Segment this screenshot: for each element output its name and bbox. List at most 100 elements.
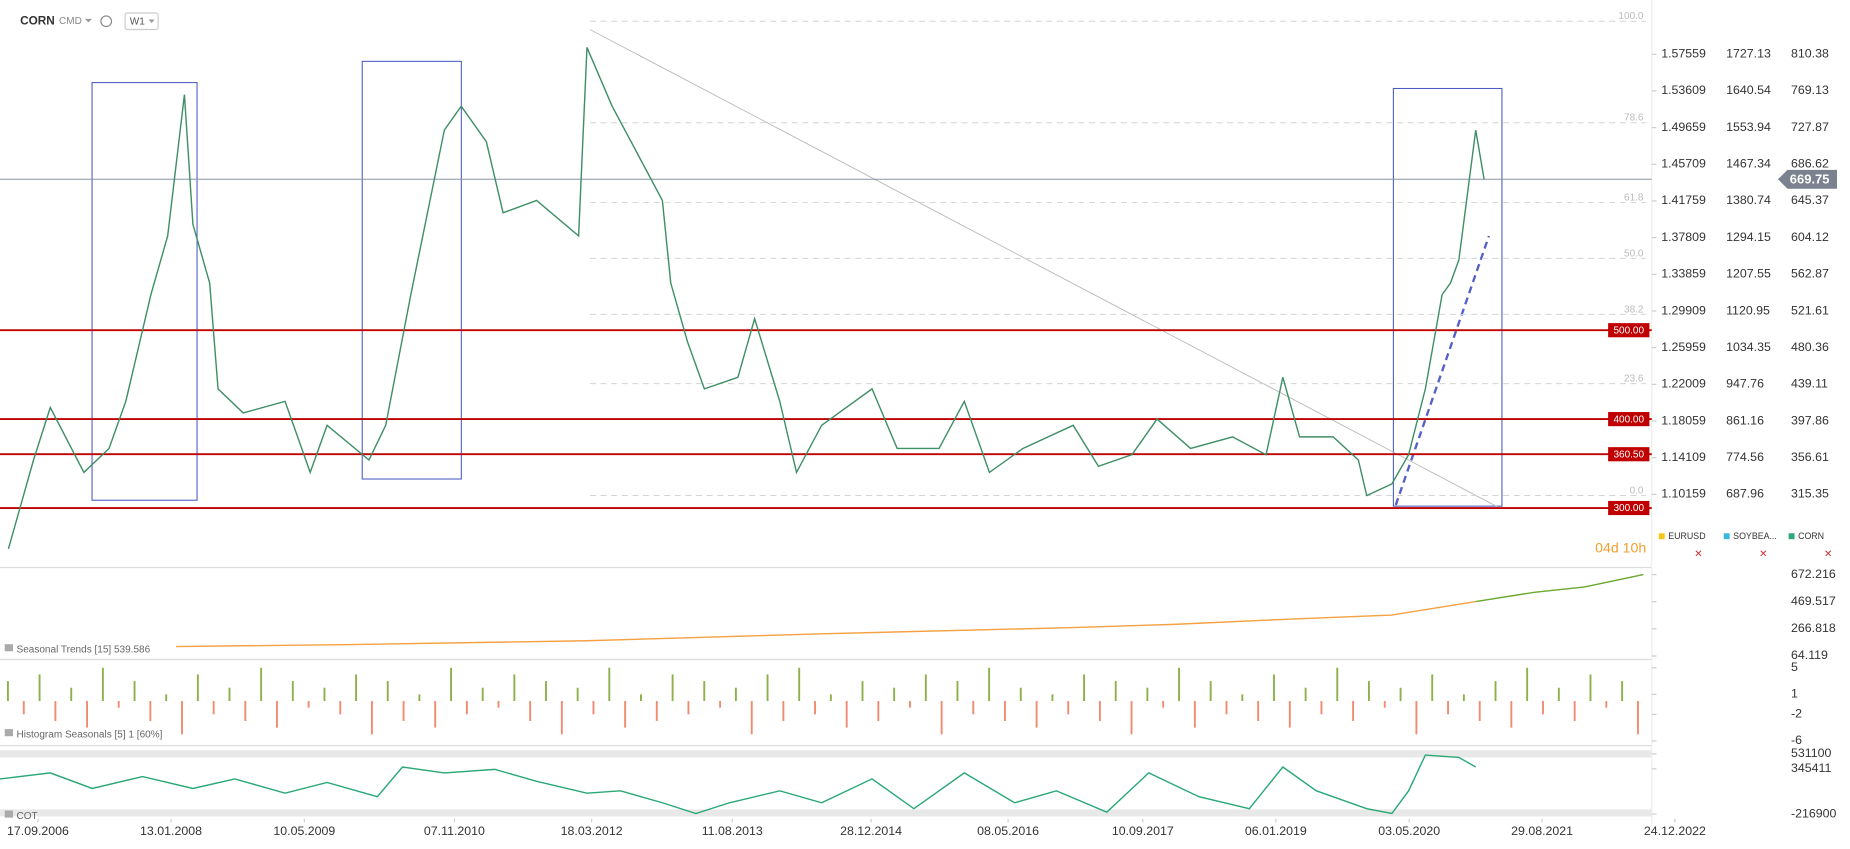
x-tick-label: 28.12.2014 — [840, 824, 902, 838]
histogram-bar — [86, 701, 89, 728]
histogram-bar — [22, 701, 25, 715]
price-tick-label: 480.36 — [1791, 340, 1829, 354]
dropdown-arrow[interactable] — [148, 19, 155, 24]
soybean-tick-label: 1727.13 — [1726, 47, 1771, 61]
histogram-bar — [671, 674, 674, 702]
histogram-tick-label: 5 — [1791, 660, 1798, 674]
trend-line-dashed — [1394, 235, 1491, 506]
histogram-bar — [1241, 694, 1244, 702]
seasonal-tick-label: 266.818 — [1791, 621, 1836, 635]
soybean-tick-label: 1207.55 — [1726, 267, 1771, 281]
seasonal-label: Seasonal Trends [15] 539.586 — [17, 645, 151, 656]
histogram-bar — [70, 687, 73, 702]
eurusd-tick-label: 1.22009 — [1661, 377, 1706, 391]
eurusd-tick-label: 1.49659 — [1661, 120, 1706, 134]
histogram-bar — [418, 694, 421, 702]
soybean-tick-label: 1120.95 — [1726, 303, 1770, 317]
histogram-tick-label: 1 — [1791, 687, 1798, 701]
soybean-tick-label: 1034.35 — [1726, 340, 1771, 354]
histogram-bar — [877, 701, 880, 721]
legend-item[interactable]: EURUSD — [1668, 531, 1705, 541]
histogram-bar — [1178, 667, 1180, 702]
histogram-bar — [719, 701, 722, 708]
histogram-bar — [861, 681, 864, 702]
level-label: 360.50 — [1613, 449, 1644, 460]
histogram-bar — [1114, 681, 1117, 702]
histogram-bar — [1273, 674, 1275, 702]
legend-item[interactable]: CORN — [1798, 531, 1824, 541]
histogram-bar — [956, 681, 959, 702]
seasonal-tick-label: 672.216 — [1791, 567, 1836, 581]
histogram-bar — [814, 701, 816, 715]
fib-label: 78.6 — [1624, 113, 1644, 124]
histogram-bar — [1557, 687, 1560, 702]
histogram-bar — [276, 701, 278, 728]
seasonal-line — [1475, 573, 1644, 603]
histogram-bar — [1462, 694, 1465, 702]
histogram-bar — [655, 701, 658, 721]
histogram-bar — [829, 694, 832, 702]
eurusd-tick-label: 1.53609 — [1661, 83, 1706, 97]
histogram-bar — [782, 701, 785, 721]
histogram-bar — [1098, 701, 1101, 721]
legend-remove[interactable]: ✕ — [1759, 549, 1767, 560]
histogram-bar — [703, 681, 706, 702]
histogram-bar — [592, 701, 595, 715]
histogram-bar — [54, 701, 57, 721]
panel-icon[interactable] — [4, 810, 13, 818]
histogram-bar — [513, 674, 516, 702]
price-tick-label: 645.37 — [1791, 193, 1829, 207]
histogram-bar — [624, 701, 627, 728]
x-tick-label: 10.05.2009 — [273, 824, 335, 838]
interval[interactable]: W1 — [130, 16, 145, 27]
soybean-tick-label: 861.16 — [1726, 413, 1764, 427]
legend-remove[interactable]: ✕ — [1694, 549, 1702, 560]
histogram-bar — [1367, 681, 1370, 702]
market[interactable]: CMD — [59, 16, 82, 27]
box — [91, 82, 198, 501]
histogram-bar — [893, 687, 896, 702]
histogram-bar — [1257, 701, 1260, 721]
info-icon[interactable] — [100, 15, 113, 28]
histogram-bar — [1637, 701, 1639, 735]
histogram-bar — [734, 687, 737, 702]
histogram-bar — [766, 674, 769, 702]
legend: EURUSD✕SOYBEA...✕CORN✕ — [1658, 531, 1832, 560]
eurusd-tick-label: 1.29909 — [1661, 303, 1706, 317]
price-tick-label: 397.86 — [1791, 413, 1829, 427]
histogram-bar — [1494, 681, 1497, 702]
symbol[interactable]: CORN — [20, 14, 55, 27]
histogram-bar — [640, 694, 642, 702]
x-tick-label: 29.08.2021 — [1511, 824, 1573, 838]
legend-remove[interactable]: ✕ — [1824, 549, 1832, 560]
eurusd-tick-label: 1.25959 — [1661, 340, 1706, 354]
legend-item[interactable]: SOYBEA... — [1733, 531, 1777, 541]
x-tick-label: 18.03.2012 — [561, 824, 623, 838]
soybean-tick-label: 1294.15 — [1726, 230, 1771, 244]
seasonal-tick-label: 64.119 — [1791, 648, 1828, 662]
histogram-bar — [1035, 701, 1038, 728]
dropdown-arrow[interactable] — [84, 18, 93, 23]
histogram-bar — [133, 681, 136, 702]
x-tick-label: 17.09.2006 — [7, 824, 69, 838]
interval-select[interactable] — [124, 12, 159, 31]
price-tick-label: 810.38 — [1791, 47, 1829, 61]
eurusd-tick-label: 1.33859 — [1661, 267, 1706, 281]
histogram-bar — [1573, 701, 1576, 721]
histogram-bar — [402, 701, 405, 721]
histogram-bar — [339, 701, 342, 715]
soybean-tick-label: 1553.94 — [1726, 120, 1771, 134]
panel-icon[interactable] — [4, 644, 13, 652]
histogram-bar — [117, 701, 120, 708]
histogram-bar — [6, 681, 9, 702]
soybean-tick-label: 1380.74 — [1726, 193, 1771, 207]
histogram-bar — [1415, 701, 1418, 735]
cot-band — [0, 750, 1652, 758]
level-label: 500.00 — [1613, 325, 1644, 336]
eurusd-tick-label: 1.57559 — [1661, 47, 1706, 61]
last-price-label: 669.75 — [1790, 171, 1830, 186]
panel-icon[interactable] — [4, 729, 13, 737]
histogram-bar — [450, 667, 452, 702]
price-tick-label: 686.62 — [1791, 157, 1829, 171]
